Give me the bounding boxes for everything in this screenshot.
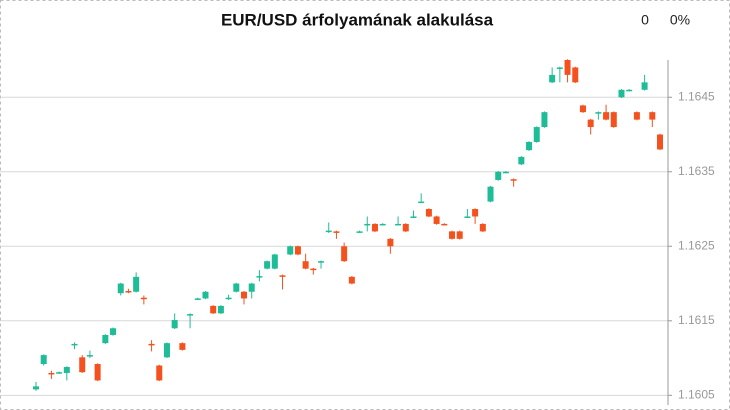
candle-body [241, 291, 247, 299]
candle-body [40, 355, 47, 365]
candle-body [279, 275, 286, 277]
candle-body [610, 112, 617, 128]
candle-body [479, 223, 486, 232]
candle-body [579, 105, 586, 113]
candle-body [371, 223, 378, 232]
y-tick-label: 1.1635 [678, 164, 715, 178]
candle-body [156, 365, 163, 381]
chart-title: EUR/USD árfolyamának alakulása [221, 10, 494, 29]
candle-body [487, 186, 494, 202]
candle-body [294, 246, 301, 255]
candle-body [148, 343, 155, 346]
candle-body [94, 364, 101, 381]
candle-body [310, 268, 317, 271]
candle-body [248, 283, 255, 292]
candle-body [202, 291, 209, 299]
candle-body [649, 112, 656, 120]
candle-body [456, 231, 463, 239]
candle-body [63, 366, 70, 373]
candle-body [187, 314, 194, 316]
candle-body [657, 134, 663, 150]
y-tick-label: 1.1645 [678, 89, 715, 103]
candle-body [587, 119, 594, 128]
candle-body [86, 355, 93, 357]
candle-body [595, 112, 602, 114]
candle-body [433, 216, 440, 224]
candle-body [71, 343, 78, 346]
candle-body [379, 223, 386, 226]
candle-body [302, 261, 309, 269]
candle-body [341, 246, 348, 262]
candle-body [133, 276, 140, 292]
candle-body [526, 141, 533, 151]
candle-body [541, 112, 548, 128]
candle-body [256, 276, 263, 278]
candle-body [603, 112, 610, 120]
candle-body [510, 179, 517, 181]
candle-body [626, 89, 633, 92]
candle-body [549, 74, 556, 83]
candle-body [163, 343, 170, 358]
candle-body [271, 254, 278, 269]
candle-body [110, 328, 117, 335]
candle-body [464, 216, 471, 218]
candle-body [325, 230, 332, 233]
candle-body [641, 82, 648, 90]
change-percent: 0% [670, 12, 690, 28]
candle-body [48, 372, 55, 375]
candle-body [348, 276, 355, 284]
change: 0 [641, 12, 649, 28]
candle-body [217, 305, 224, 314]
candle-body [364, 223, 371, 226]
candle-body [79, 357, 86, 373]
y-tick-label: 1.1615 [678, 313, 715, 327]
candle-body [140, 297, 147, 300]
candle-body [125, 290, 132, 293]
candle-body [225, 297, 232, 300]
y-tick-label: 1.1605 [678, 387, 715, 401]
candle-body [179, 343, 186, 350]
candle-body [356, 231, 363, 233]
candle-body [495, 171, 502, 180]
candle-body [117, 283, 124, 294]
candle-body [287, 246, 294, 255]
candle-body [395, 223, 402, 226]
candle-body [402, 223, 409, 232]
y-tick-label: 1.1625 [678, 238, 715, 252]
candle-body [441, 223, 448, 226]
candle-body [56, 372, 63, 374]
candle-body [633, 112, 640, 120]
candle-body [33, 386, 39, 390]
candle-body [425, 209, 432, 217]
candle-body [233, 283, 240, 292]
candle-body [618, 89, 625, 98]
candle-body [518, 156, 525, 165]
candle-body [194, 298, 201, 300]
candle-body [472, 209, 479, 217]
candle-body [102, 334, 109, 344]
candle-body [318, 261, 325, 263]
candle-body [418, 201, 425, 204]
candle-body [533, 127, 540, 142]
candle-body [449, 231, 455, 239]
candle-body [171, 320, 178, 329]
candle-body [410, 216, 417, 218]
candle-body [387, 238, 394, 247]
candle-body [333, 231, 340, 233]
candle-body [502, 171, 509, 174]
candle-body [264, 261, 271, 269]
candle-body [572, 67, 579, 83]
candle-body [556, 67, 563, 69]
candle-body [210, 305, 217, 314]
candle-body [564, 60, 571, 75]
